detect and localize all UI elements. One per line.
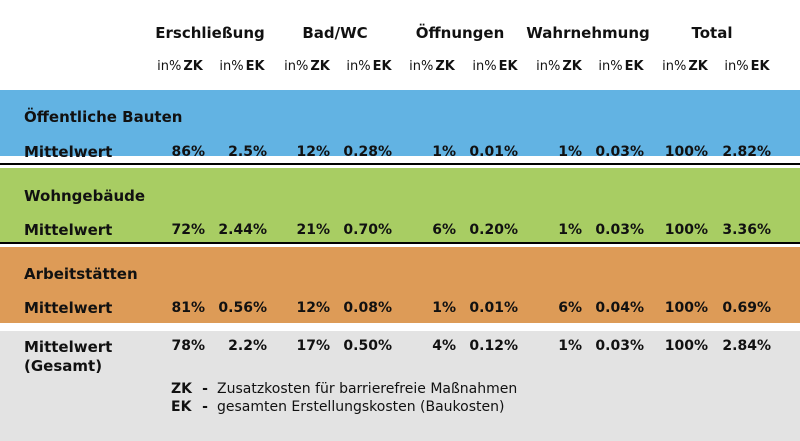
subheader-ek: in% EK <box>212 59 272 74</box>
value-cell: 0.03% <box>595 338 644 354</box>
value-cell: 3.36% <box>722 222 771 238</box>
subheader-prefix: in% <box>219 59 244 74</box>
subheader-prefix: in% <box>157 59 182 74</box>
header-total: Total <box>691 24 733 42</box>
value-cell: 2.2% <box>228 338 267 354</box>
section-title-arbeitstaetten: Arbeitstätten <box>24 265 138 283</box>
row-label-mittelwert-gesamt: Mittelwert (Gesamt) <box>24 338 112 376</box>
header-bad-wc: Bad/WC <box>302 24 368 42</box>
value-cell: 1% <box>558 144 582 160</box>
header-oeffnungen: Öffnungen <box>415 24 505 42</box>
subheader-unit: EK <box>624 59 644 74</box>
value-cell: 100% <box>664 222 708 238</box>
subheader-prefix: in% <box>724 59 749 74</box>
row-label-mittelwert: Mittelwert <box>24 221 113 239</box>
subheader-unit: EK <box>372 59 392 74</box>
value-cell: 100% <box>664 338 708 354</box>
legend-key: EK <box>171 399 192 415</box>
section-title-wohngebaeude: Wohngebäude <box>24 187 146 205</box>
subheader-unit: EK <box>750 59 770 74</box>
value-cell: 86% <box>171 144 205 160</box>
value-cell: 1% <box>558 338 582 354</box>
subheader-prefix: in% <box>409 59 434 74</box>
value-cell: 6% <box>558 300 582 316</box>
separator-line <box>0 242 800 244</box>
subheader-unit: ZK <box>688 59 708 74</box>
value-cell: 0.56% <box>218 300 267 316</box>
row-label-line1: Mittelwert <box>24 338 113 356</box>
legend-item-ek: EK - gesamten Erstellungskosten (Baukosten… <box>171 398 517 416</box>
subheader-unit: ZK <box>562 59 582 74</box>
value-cell: 0.01% <box>469 144 518 160</box>
value-cell: 12% <box>296 300 330 316</box>
value-cell: 0.20% <box>469 222 518 238</box>
value-cell: 12% <box>296 144 330 160</box>
value-cell: 0.08% <box>343 300 392 316</box>
value-cell: 0.03% <box>595 144 644 160</box>
row-label-line2: (Gesamt) <box>24 357 103 375</box>
value-cell: 0.03% <box>595 222 644 238</box>
header-erschliessung: Erschließung <box>155 24 265 42</box>
value-cell: 0.01% <box>469 300 518 316</box>
band-wohngebaeude <box>0 168 800 242</box>
value-cell: 100% <box>664 300 708 316</box>
subheader-unit: EK <box>498 59 518 74</box>
value-cell: 72% <box>171 222 205 238</box>
value-cell: 0.12% <box>469 338 518 354</box>
subheader-unit: ZK <box>183 59 203 74</box>
value-cell: 1% <box>432 144 456 160</box>
value-cell: 0.50% <box>343 338 392 354</box>
subheader-prefix: in% <box>598 59 623 74</box>
subheader-prefix: in% <box>536 59 561 74</box>
value-cell: 1% <box>432 300 456 316</box>
value-cell: 6% <box>432 222 456 238</box>
value-cell: 4% <box>432 338 456 354</box>
subheader-prefix: in% <box>662 59 687 74</box>
row-label-mittelwert: Mittelwert <box>24 143 113 161</box>
subheader-prefix: in% <box>346 59 371 74</box>
value-cell: 0.28% <box>343 144 392 160</box>
subheader-ek: in% EK <box>339 59 399 74</box>
value-cell: 0.04% <box>595 300 644 316</box>
section-title-oeffentliche-bauten: Öffentliche Bauten <box>24 108 183 126</box>
subheader-unit: ZK <box>435 59 455 74</box>
value-cell: 0.69% <box>722 300 771 316</box>
value-cell: 78% <box>171 338 205 354</box>
band-gesamt <box>0 331 800 441</box>
separator-line <box>0 163 800 165</box>
row-label-mittelwert: Mittelwert <box>24 299 113 317</box>
legend-text: Zusatzkosten für barrierefreie Maßnahmen <box>217 381 518 397</box>
header-wahrnehmung: Wahrnehmung <box>526 24 650 42</box>
value-cell: 2.44% <box>218 222 267 238</box>
subheader-unit: EK <box>245 59 265 74</box>
subheader-ek: in% EK <box>591 59 651 74</box>
value-cell: 17% <box>296 338 330 354</box>
band-arbeitstaetten <box>0 247 800 323</box>
subheader-ek: in% EK <box>717 59 777 74</box>
subheader-zk: in% ZK <box>150 59 210 74</box>
value-cell: 21% <box>296 222 330 238</box>
subheader-unit: ZK <box>310 59 330 74</box>
subheader-zk: in% ZK <box>655 59 715 74</box>
band-oeffentliche-bauten <box>0 90 800 156</box>
subheader-ek: in% EK <box>465 59 525 74</box>
subheader-zk: in% ZK <box>402 59 462 74</box>
subheader-prefix: in% <box>284 59 309 74</box>
value-cell: 2.84% <box>722 338 771 354</box>
legend-text: gesamten Erstellungskosten (Baukosten) <box>217 399 505 415</box>
subheader-zk: in% ZK <box>277 59 337 74</box>
legend-item-zk: ZK - Zusatzkosten für barrierefreie Maßnah… <box>171 380 517 398</box>
legend-key: ZK <box>171 381 192 397</box>
subheader-zk: in% ZK <box>529 59 589 74</box>
subheader-prefix: in% <box>472 59 497 74</box>
value-cell: 2.5% <box>228 144 267 160</box>
legend-dash: - <box>202 381 208 397</box>
value-cell: 1% <box>558 222 582 238</box>
value-cell: 2.82% <box>722 144 771 160</box>
legend: ZK - Zusatzkosten für barrierefreie Maßnah… <box>171 380 517 416</box>
value-cell: 81% <box>171 300 205 316</box>
legend-dash: - <box>202 399 208 415</box>
value-cell: 0.70% <box>343 222 392 238</box>
value-cell: 100% <box>664 144 708 160</box>
